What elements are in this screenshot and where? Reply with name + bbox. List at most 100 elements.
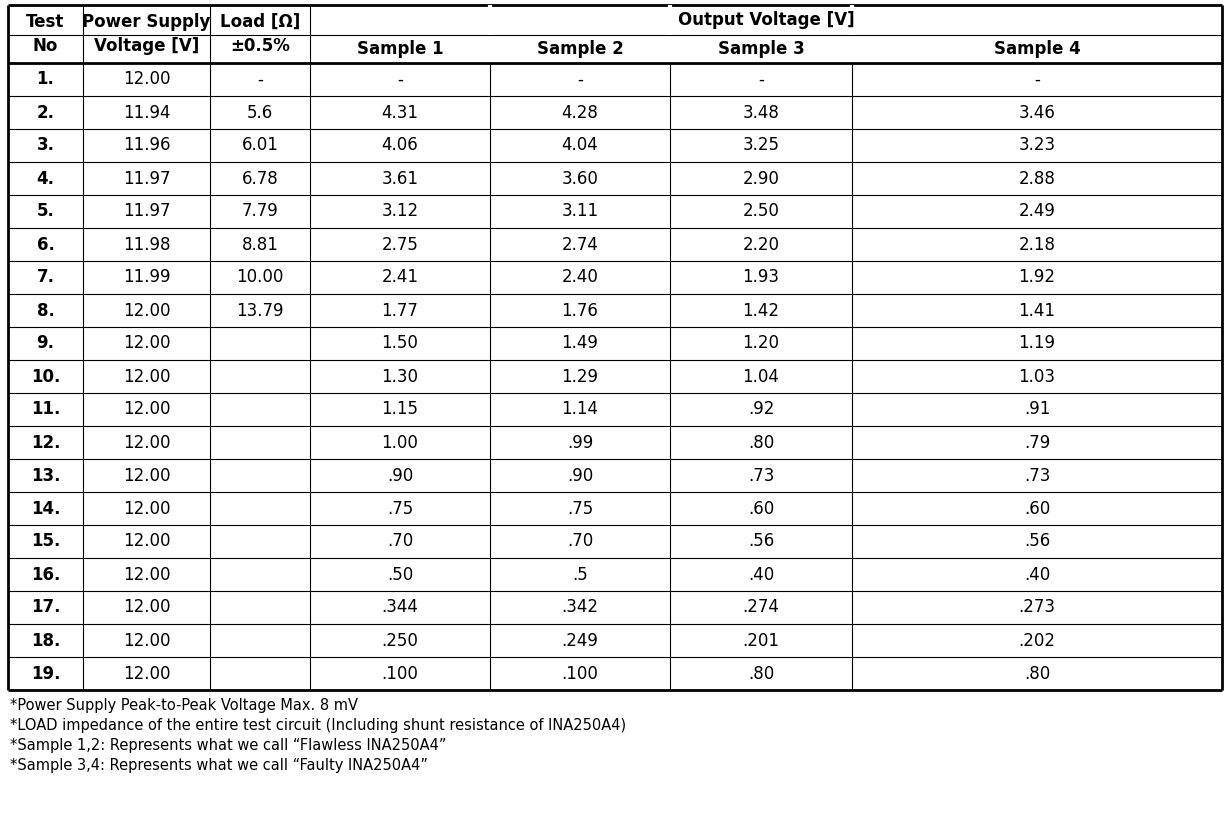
Text: 5.6: 5.6 xyxy=(247,104,273,122)
Text: 1.04: 1.04 xyxy=(743,368,780,385)
Text: .91: .91 xyxy=(1023,401,1050,418)
Text: 12.00: 12.00 xyxy=(123,532,170,551)
Text: 1.29: 1.29 xyxy=(562,368,599,385)
Text: 3.48: 3.48 xyxy=(743,104,780,122)
Text: 2.20: 2.20 xyxy=(743,235,780,254)
Text: 12.00: 12.00 xyxy=(123,467,170,484)
Text: .249: .249 xyxy=(562,632,599,649)
Text: 1.49: 1.49 xyxy=(562,334,599,353)
Text: 1.00: 1.00 xyxy=(381,433,418,452)
Text: .344: .344 xyxy=(381,598,418,617)
Text: *Sample 3,4: Represents what we call “Faulty INA250A4”: *Sample 3,4: Represents what we call “Fa… xyxy=(10,758,428,773)
Text: 4.31: 4.31 xyxy=(381,104,418,122)
Text: 11.99: 11.99 xyxy=(123,268,170,287)
Text: 1.: 1. xyxy=(37,70,54,89)
Text: .201: .201 xyxy=(743,632,780,649)
Text: 12.00: 12.00 xyxy=(123,665,170,682)
Text: 11.97: 11.97 xyxy=(123,203,170,220)
Text: Power Supply
Voltage [V]: Power Supply Voltage [V] xyxy=(82,13,210,54)
Text: 12.00: 12.00 xyxy=(123,401,170,418)
Text: 9.: 9. xyxy=(37,334,54,353)
Text: .342: .342 xyxy=(562,598,599,617)
Text: .79: .79 xyxy=(1023,433,1050,452)
Text: .50: .50 xyxy=(387,566,413,583)
Text: Sample 2: Sample 2 xyxy=(536,40,624,58)
Text: Load [Ω]
±0.5%: Load [Ω] ±0.5% xyxy=(220,13,300,54)
Text: 1.76: 1.76 xyxy=(562,302,599,319)
Text: .40: .40 xyxy=(748,566,774,583)
Text: 3.: 3. xyxy=(37,137,54,154)
Text: .60: .60 xyxy=(1023,499,1050,518)
Text: 19.: 19. xyxy=(31,665,60,682)
Text: .60: .60 xyxy=(748,499,774,518)
Text: 12.00: 12.00 xyxy=(123,302,170,319)
Text: .70: .70 xyxy=(567,532,593,551)
Text: -: - xyxy=(1034,70,1039,89)
Text: 1.92: 1.92 xyxy=(1018,268,1055,287)
Text: 11.97: 11.97 xyxy=(123,169,170,188)
Text: 12.00: 12.00 xyxy=(123,334,170,353)
Text: 10.: 10. xyxy=(31,368,60,385)
Text: 2.49: 2.49 xyxy=(1018,203,1055,220)
Text: 1.30: 1.30 xyxy=(381,368,418,385)
Text: 2.75: 2.75 xyxy=(381,235,418,254)
Text: 1.77: 1.77 xyxy=(381,302,418,319)
Text: .100: .100 xyxy=(562,665,599,682)
Text: 2.41: 2.41 xyxy=(381,268,418,287)
Text: .73: .73 xyxy=(748,467,774,484)
Text: 3.11: 3.11 xyxy=(561,203,599,220)
Text: 3.23: 3.23 xyxy=(1018,137,1055,154)
Text: 2.18: 2.18 xyxy=(1018,235,1055,254)
Text: -: - xyxy=(577,70,583,89)
Text: 6.: 6. xyxy=(37,235,54,254)
Text: .202: .202 xyxy=(1018,632,1055,649)
Text: 8.: 8. xyxy=(37,302,54,319)
Text: .80: .80 xyxy=(1023,665,1050,682)
Text: 16.: 16. xyxy=(31,566,60,583)
Text: .273: .273 xyxy=(1018,598,1055,617)
Text: *Power Supply Peak-to-Peak Voltage Max. 8 mV: *Power Supply Peak-to-Peak Voltage Max. … xyxy=(10,698,358,713)
Text: 12.00: 12.00 xyxy=(123,632,170,649)
Text: Output Voltage [V]: Output Voltage [V] xyxy=(678,11,855,29)
Text: 1.03: 1.03 xyxy=(1018,368,1055,385)
Text: *LOAD impedance of the entire test circuit (Including shunt resistance of INA250: *LOAD impedance of the entire test circu… xyxy=(10,718,626,733)
Text: .92: .92 xyxy=(748,401,774,418)
Text: 10.00: 10.00 xyxy=(236,268,284,287)
Text: 17.: 17. xyxy=(31,598,60,617)
Text: Sample 3: Sample 3 xyxy=(717,40,804,58)
Text: 2.88: 2.88 xyxy=(1018,169,1055,188)
Text: .56: .56 xyxy=(1023,532,1050,551)
Text: 7.: 7. xyxy=(37,268,54,287)
Text: .56: .56 xyxy=(748,532,774,551)
Text: 1.41: 1.41 xyxy=(1018,302,1055,319)
Text: 3.25: 3.25 xyxy=(743,137,780,154)
Text: 2.40: 2.40 xyxy=(562,268,599,287)
Text: 12.00: 12.00 xyxy=(123,566,170,583)
Text: 2.: 2. xyxy=(37,104,54,122)
Text: 2.90: 2.90 xyxy=(743,169,780,188)
Text: -: - xyxy=(758,70,764,89)
Text: 11.98: 11.98 xyxy=(123,235,170,254)
Text: 12.00: 12.00 xyxy=(123,598,170,617)
Text: .99: .99 xyxy=(567,433,593,452)
Text: 12.00: 12.00 xyxy=(123,499,170,518)
Text: 4.06: 4.06 xyxy=(381,137,418,154)
Text: 15.: 15. xyxy=(31,532,60,551)
Text: 12.00: 12.00 xyxy=(123,433,170,452)
Text: .90: .90 xyxy=(567,467,593,484)
Text: 3.61: 3.61 xyxy=(381,169,418,188)
Text: .250: .250 xyxy=(381,632,418,649)
Text: 12.: 12. xyxy=(31,433,60,452)
Text: 3.12: 3.12 xyxy=(381,203,418,220)
Text: Sample 1: Sample 1 xyxy=(357,40,443,58)
Text: 13.: 13. xyxy=(31,467,60,484)
Text: .75: .75 xyxy=(387,499,413,518)
Text: 3.60: 3.60 xyxy=(562,169,599,188)
Text: 12.00: 12.00 xyxy=(123,70,170,89)
Text: .80: .80 xyxy=(748,433,774,452)
Text: .40: .40 xyxy=(1023,566,1050,583)
Text: 1.42: 1.42 xyxy=(743,302,780,319)
Text: 2.74: 2.74 xyxy=(562,235,599,254)
Text: 11.94: 11.94 xyxy=(123,104,170,122)
Text: 1.50: 1.50 xyxy=(381,334,418,353)
